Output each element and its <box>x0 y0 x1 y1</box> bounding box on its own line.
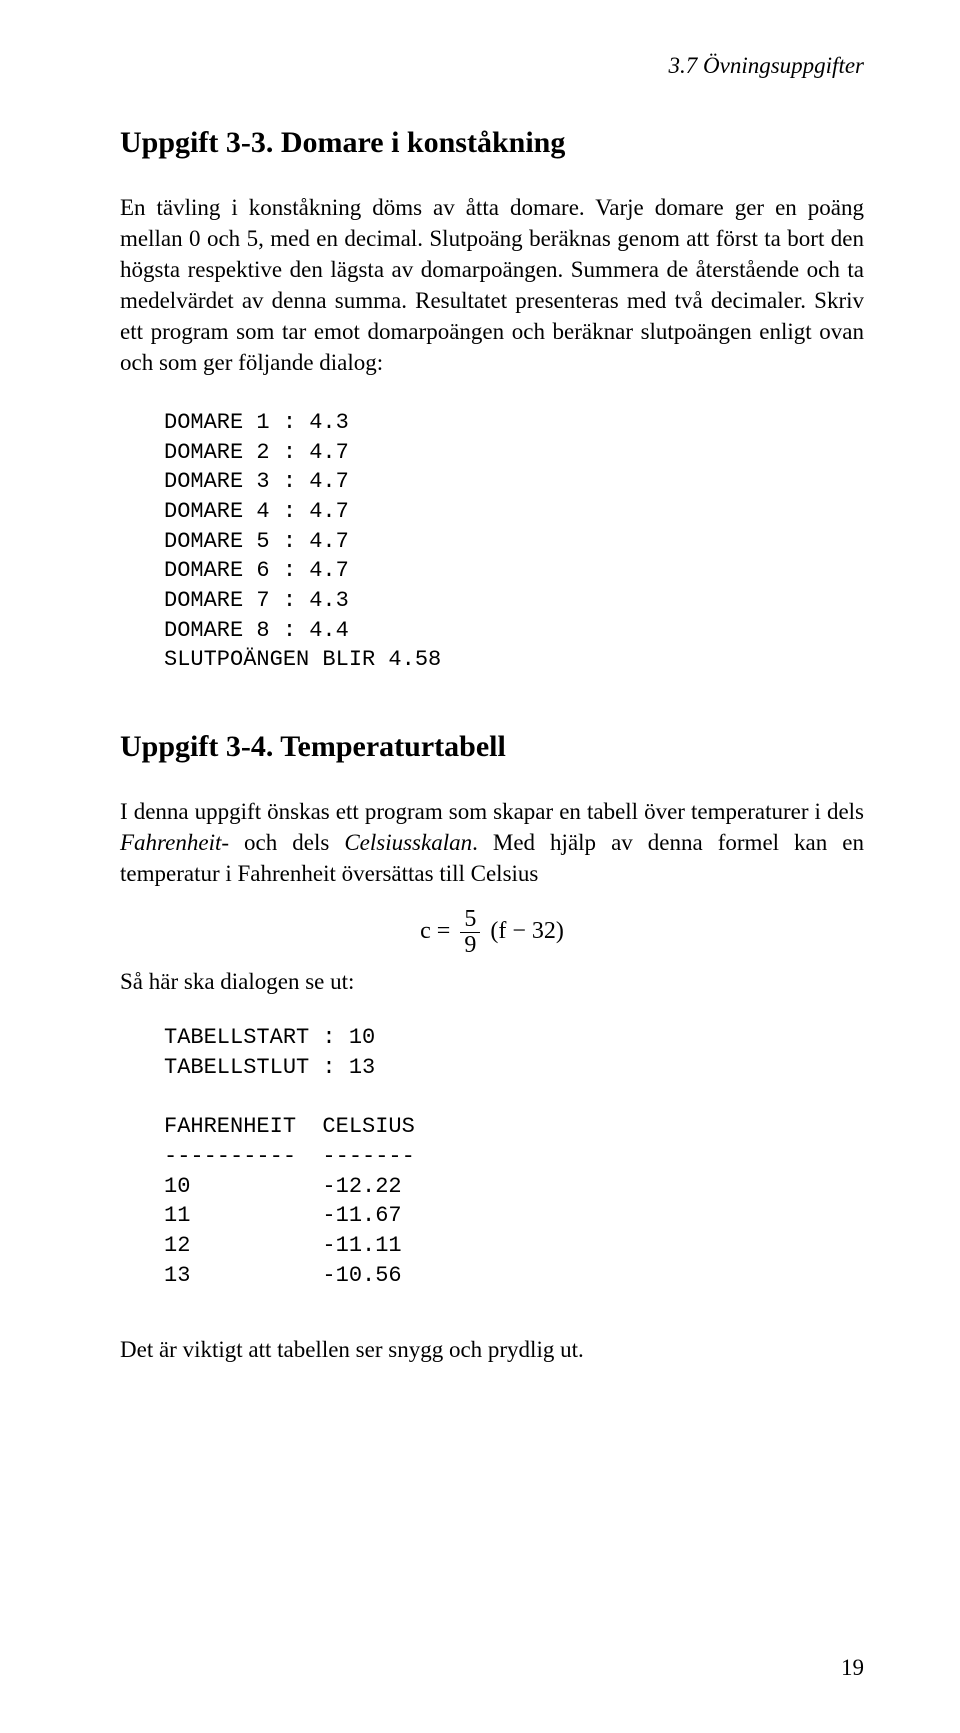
dialog-intro: Så här ska dialogen se ut: <box>120 966 864 997</box>
fahrenheit-term: Fahrenheit <box>120 830 221 855</box>
ex2-text-pre: I denna uppgift önskas ett program som s… <box>120 799 864 824</box>
formula-rhs: (f − 32) <box>490 918 564 944</box>
exercise-3-3-title: Uppgift 3-3. Domare i konståkning <box>120 123 864 164</box>
formula-numerator: 5 <box>460 907 480 933</box>
exercise-3-3-paragraph: En tävling i konståkning döms av åtta do… <box>120 192 864 378</box>
exercise-3-4-paragraph: I denna uppgift önskas ett program som s… <box>120 796 864 889</box>
formula-lhs: c = <box>420 918 450 944</box>
celsius-term: Celsiusskalan <box>344 830 472 855</box>
exercise-3-4-dialog: TABELLSTART : 10 TABELLSTLUT : 13 FAHREN… <box>164 1023 864 1290</box>
exercise-3-4-closing: Det är viktigt att tabellen ser snygg oc… <box>120 1334 864 1365</box>
formula: c = 5 9 (f − 32) <box>120 907 864 958</box>
exercise-3-4-title: Uppgift 3-4. Temperaturtabell <box>120 727 864 768</box>
page-number: 19 <box>841 1652 864 1683</box>
page: 3.7 Övningsuppgifter Uppgift 3-3. Domare… <box>0 0 960 1733</box>
running-header: 3.7 Övningsuppgifter <box>120 50 864 81</box>
ex2-text-mid1: - och dels <box>221 830 344 855</box>
exercise-3-3-dialog: DOMARE 1 : 4.3 DOMARE 2 : 4.7 DOMARE 3 :… <box>164 408 864 675</box>
formula-fraction: 5 9 <box>460 907 480 958</box>
formula-denominator: 9 <box>460 933 480 958</box>
